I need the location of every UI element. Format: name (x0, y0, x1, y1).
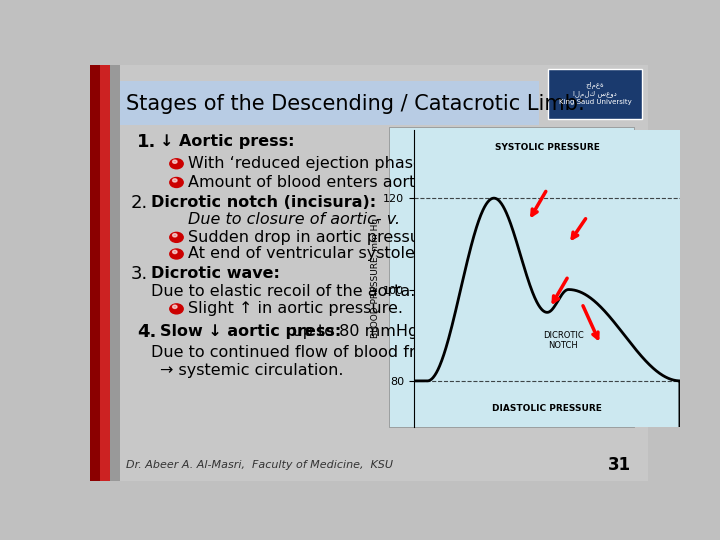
Text: SYSTOLIC PRESSURE: SYSTOLIC PRESSURE (495, 143, 600, 152)
Circle shape (170, 249, 183, 259)
Text: Dicrotic notch (incisura):: Dicrotic notch (incisura): (151, 195, 377, 211)
Circle shape (170, 232, 183, 242)
Text: ↓ Aortic press:: ↓ Aortic press: (160, 134, 294, 149)
Circle shape (173, 160, 177, 163)
Text: Dicrotic wave:: Dicrotic wave: (151, 266, 280, 281)
Circle shape (173, 305, 177, 308)
Text: Slight ↑ in aortic pressure.: Slight ↑ in aortic pressure. (188, 301, 402, 316)
FancyBboxPatch shape (120, 65, 648, 481)
FancyBboxPatch shape (90, 65, 100, 481)
Text: With ‘reduced ejection phase.’: With ‘reduced ejection phase.’ (188, 156, 433, 171)
Text: 3.: 3. (131, 265, 148, 283)
Text: Due to elastic recoil of the aorta.: Due to elastic recoil of the aorta. (151, 284, 415, 299)
Text: Amount of blood enters aorta < leaves.: Amount of blood enters aorta < leaves. (188, 175, 505, 190)
Text: Sudden drop in aortic pressure.: Sudden drop in aortic pressure. (188, 230, 441, 245)
Circle shape (173, 179, 177, 182)
Text: جامعة
الملك سعود
King Saud University: جامعة الملك سعود King Saud University (559, 83, 631, 105)
Text: Stages of the Descending / Catacrotic Limb:: Stages of the Descending / Catacrotic Li… (126, 94, 585, 114)
Text: Slow ↓ aortic press:: Slow ↓ aortic press: (160, 324, 341, 339)
FancyBboxPatch shape (100, 65, 110, 481)
Circle shape (173, 250, 177, 254)
Text: 2.: 2. (131, 194, 148, 212)
Text: up to 80 mmHg.: up to 80 mmHg. (277, 324, 423, 339)
Text: Due to continued flow of blood from  aorta: Due to continued flow of blood from aort… (151, 345, 494, 360)
Y-axis label: BLOOD PRESSURE, mm Hg: BLOOD PRESSURE, mm Hg (372, 218, 380, 338)
Text: Dr. Abeer A. Al-Masri,  Faculty of Medicine,  KSU: Dr. Abeer A. Al-Masri, Faculty of Medici… (126, 460, 393, 470)
Text: → systemic circulation.: → systemic circulation. (160, 363, 343, 378)
Text: DICROTIC
NOTCH: DICROTIC NOTCH (543, 330, 583, 350)
Circle shape (170, 178, 183, 187)
Text: 1.: 1. (138, 133, 157, 151)
Circle shape (170, 159, 183, 168)
Text: DIASTOLIC PRESSURE: DIASTOLIC PRESSURE (492, 404, 602, 413)
FancyBboxPatch shape (389, 127, 634, 427)
Text: 31: 31 (608, 456, 631, 474)
Text: 4.: 4. (138, 323, 157, 341)
FancyBboxPatch shape (120, 82, 539, 125)
Circle shape (173, 234, 177, 237)
FancyBboxPatch shape (110, 65, 120, 481)
FancyBboxPatch shape (547, 69, 642, 119)
Text: At end of ventricular systole.: At end of ventricular systole. (188, 246, 420, 261)
Text: Due to closure of aortic- v.: Due to closure of aortic- v. (188, 212, 400, 227)
Circle shape (170, 304, 183, 314)
